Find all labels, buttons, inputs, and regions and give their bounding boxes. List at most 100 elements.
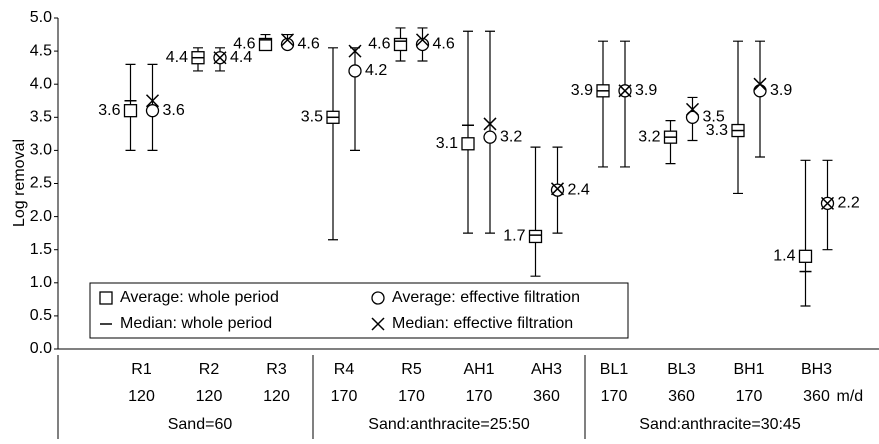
error-bar [733,40,743,195]
value-label: 3.2 [638,128,660,145]
value-label: 2.2 [838,195,860,212]
marker-x [753,77,767,91]
value-label: 4.6 [298,36,320,53]
marker-x [550,182,565,196]
group-label: Sand=60 [168,416,233,433]
x-tick-label: R5 [401,361,422,378]
x-tick-label: R3 [266,361,287,378]
rate-label: 120 [128,388,155,405]
x-tick-label: BL1 [600,361,629,378]
error-bar [350,47,360,151]
value-label: 1.4 [773,248,795,265]
marker-square [123,104,138,118]
marker-x [618,84,632,98]
legend-marker [371,317,385,331]
marker-square [528,229,543,244]
value-label: 3.1 [436,135,458,152]
rate-label: 170 [331,388,358,405]
x-tick-label: BH3 [801,361,832,378]
y-tick-label: 3.5 [30,109,52,126]
value-label: 3.9 [635,82,657,99]
marker-circle [753,84,767,98]
x-tick-label: AH3 [531,361,562,378]
marker-circle [280,37,295,52]
x-tick-label: BL3 [667,361,696,378]
value-label: 3.5 [703,109,725,126]
marker-x [280,33,295,47]
y-tick-label: 1.0 [30,274,52,291]
error-bar [800,159,811,307]
marker-x [348,44,362,58]
marker-circle [348,64,362,78]
marker-x [415,33,430,47]
y-axis-label: Log removal [11,139,28,227]
y-tick-label: 3.0 [30,142,52,159]
x-tick-label: R1 [131,361,152,378]
group-label: Sand:anthracite=30:45 [639,416,801,433]
y-tick-label: 4.5 [30,42,52,59]
rate-label: 360 [533,388,560,405]
legend-label: Median: whole period [120,315,272,332]
value-label: 3.9 [770,82,792,99]
legend-marker [99,291,113,305]
legend [89,282,629,339]
y-tick-label: 0.5 [30,307,52,324]
legend-label: Average: whole period [120,289,279,306]
error-bar [328,47,338,241]
marker-circle [483,130,497,144]
rate-label: 120 [196,388,223,405]
y-tick-label: 5.0 [30,9,52,26]
value-label: 3.5 [301,109,323,126]
y-tick-label: 2.0 [30,208,52,225]
value-label: 4.4 [166,49,188,66]
y-tick-label: 1.5 [30,241,52,258]
group-label: Sand:anthracite=25:50 [368,416,530,433]
legend-label: Median: effective filtration [392,315,573,332]
value-label: 4.2 [365,62,387,79]
value-label: 3.3 [706,122,728,139]
legend-label: Average: effective filtration [392,289,580,306]
rate-unit: m/d [837,388,864,405]
marker-x [213,51,227,65]
value-label: 4.6 [368,36,390,53]
x-tick-label: AH1 [463,361,494,378]
error-bar [620,40,630,168]
value-label: 4.4 [230,49,252,66]
value-label: 1.7 [503,228,525,245]
marker-circle [685,110,700,124]
marker-square [258,37,273,52]
marker-circle [415,37,430,52]
legend-marker [371,291,385,305]
rate-label: 170 [398,388,425,405]
y-tick-label: 0.0 [30,340,52,357]
value-label: 3.6 [163,102,185,119]
error-bar [463,30,473,234]
value-label: 3.6 [98,102,120,119]
marker-square [393,37,408,52]
error-bar [598,40,608,168]
y-tick-label: 2.5 [30,175,52,192]
marker-square [798,249,813,263]
x-tick-label: R4 [334,361,355,378]
rate-label: 170 [466,388,493,405]
marker-circle [145,104,160,118]
rate-label: 360 [803,388,830,405]
marker-x [145,94,160,108]
marker-square [461,137,475,151]
value-label: 3.9 [571,82,593,99]
y-tick-label: 4.0 [30,75,52,92]
rate-label: 360 [668,388,695,405]
value-label: 2.4 [568,181,590,198]
marker-x [820,196,835,210]
marker-x [483,117,497,131]
error-bar [530,146,541,277]
marker-x [685,102,700,116]
x-tick-label: BH1 [733,361,764,378]
x-tick-label: R2 [199,361,220,378]
rate-label: 170 [736,388,763,405]
error-bar [755,40,765,158]
rate-label: 120 [263,388,290,405]
value-label: 4.6 [233,36,255,53]
value-label: 3.2 [500,128,522,145]
